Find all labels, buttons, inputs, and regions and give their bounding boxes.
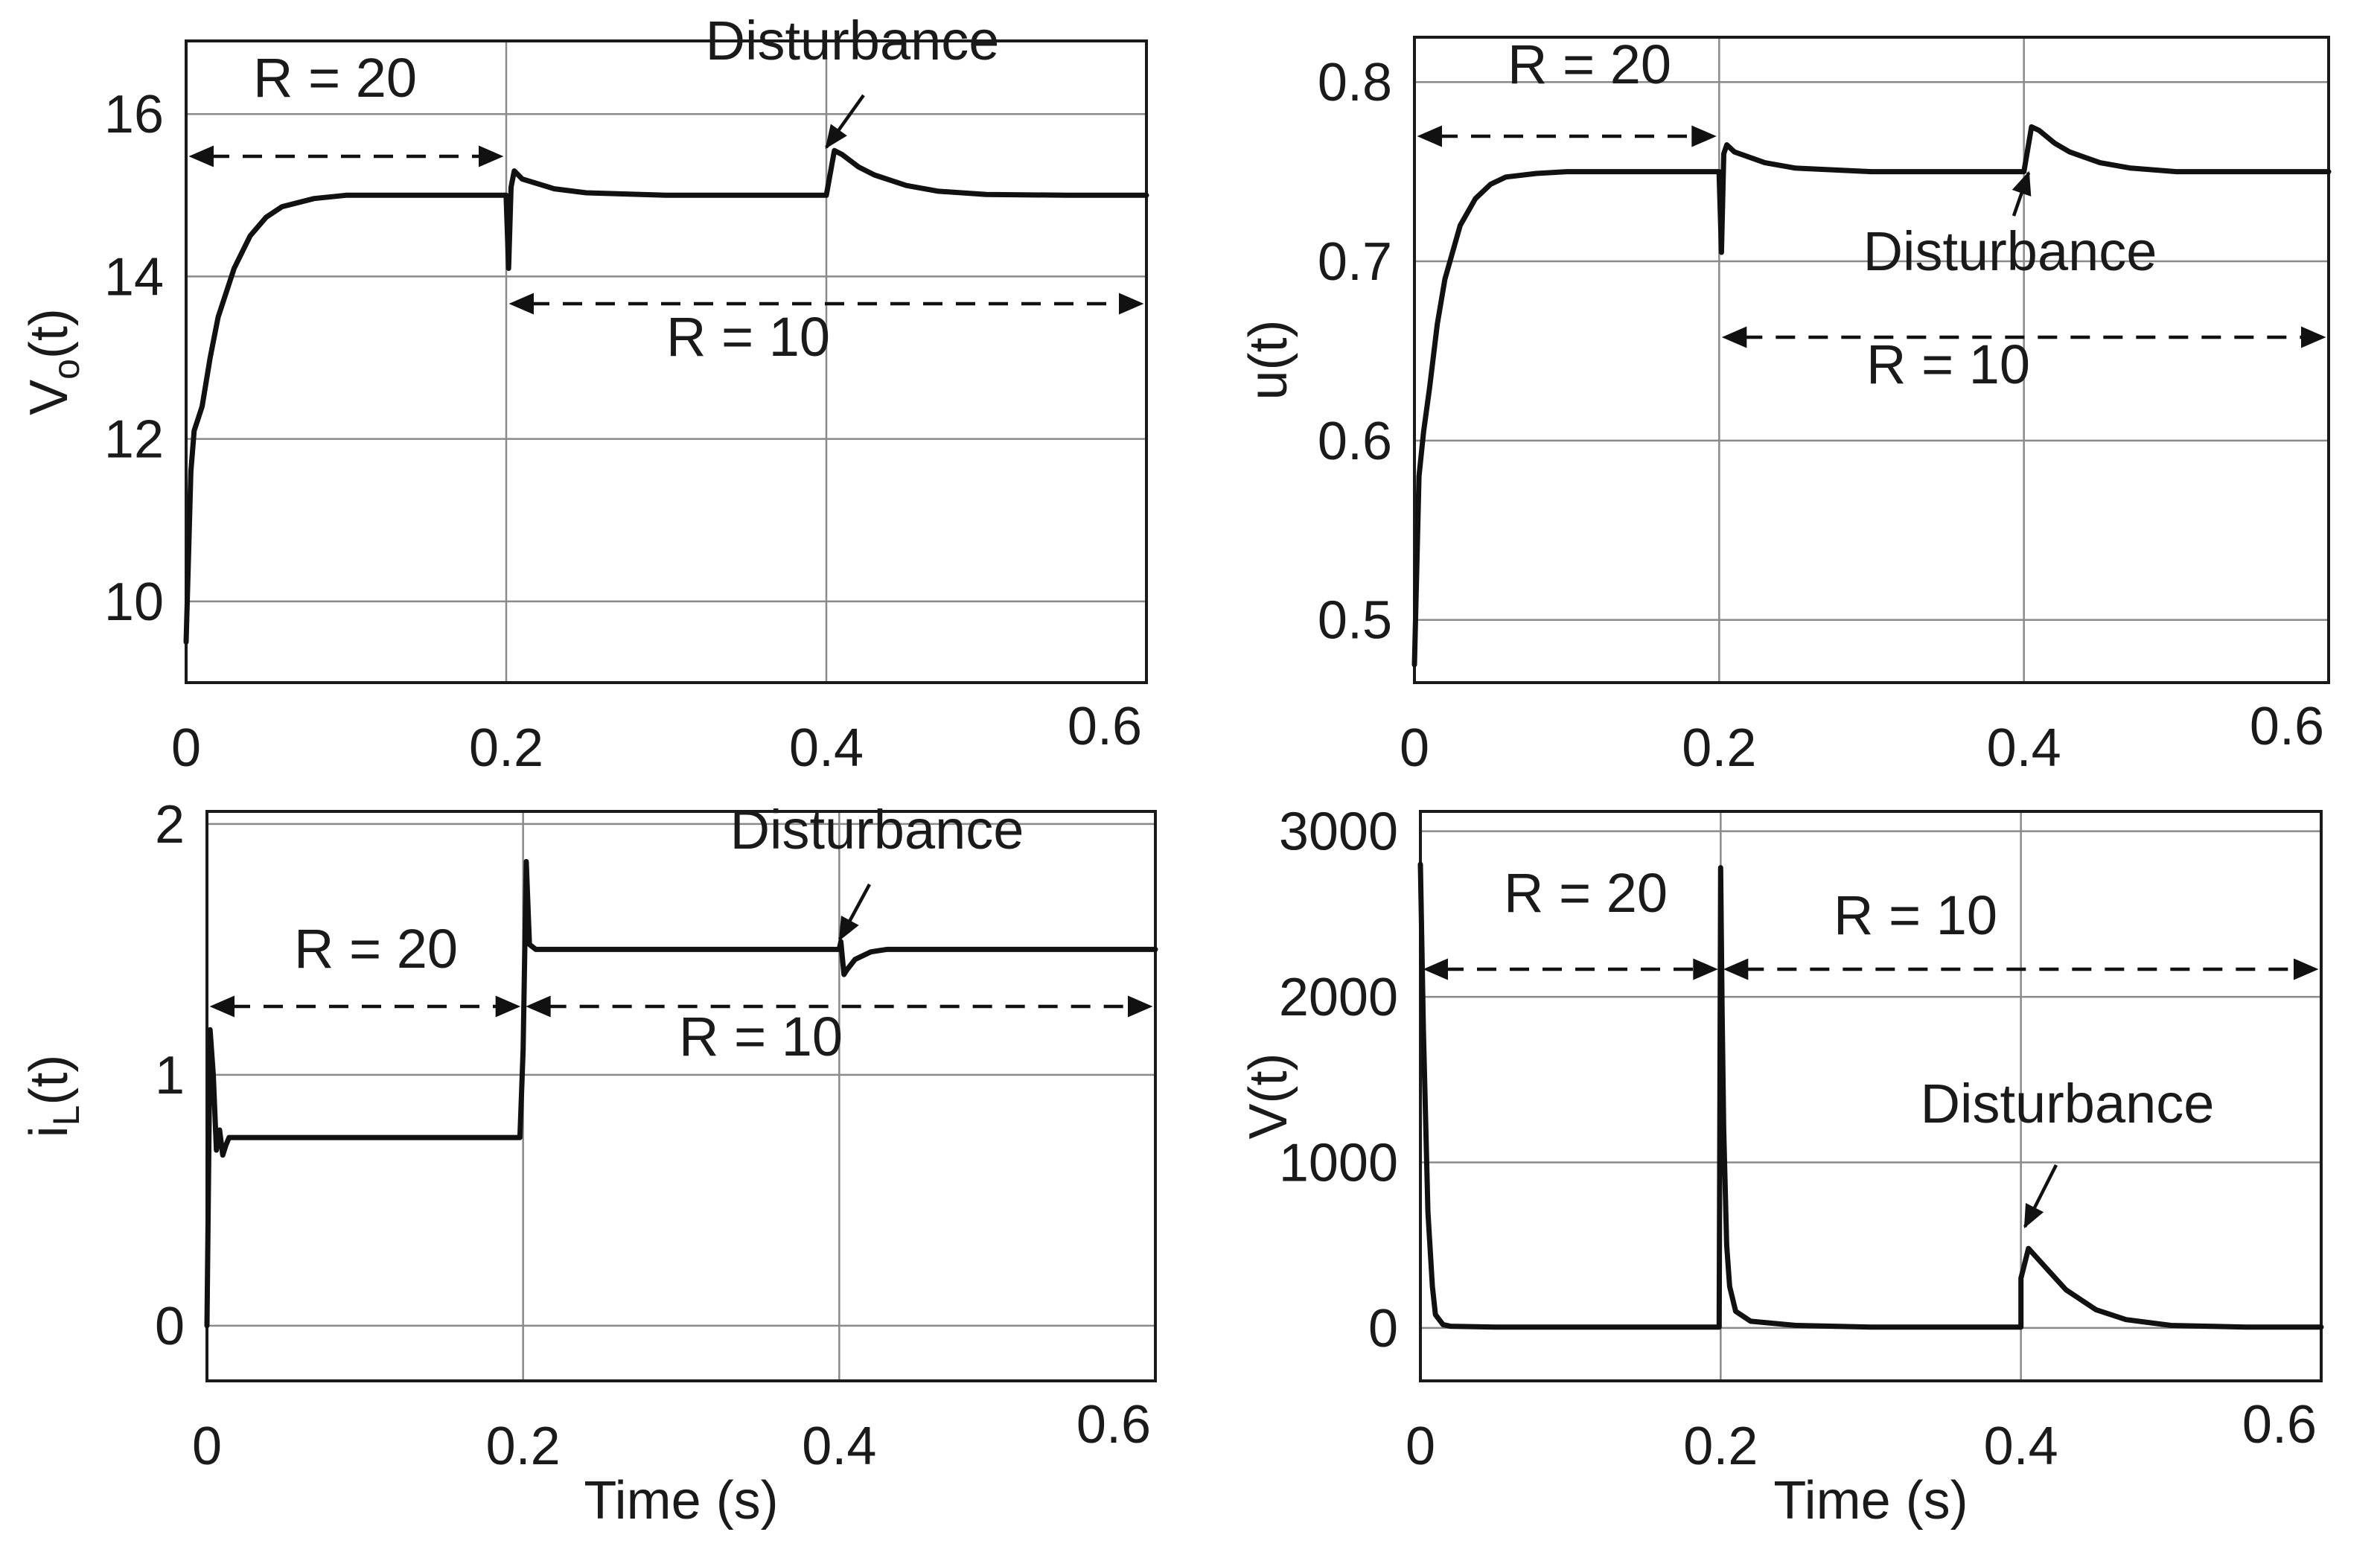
disturbance-label: Disturbance xyxy=(730,799,1024,861)
disturbance-arrowhead xyxy=(838,916,859,942)
y-tick-label: 0.5 xyxy=(1318,591,1392,651)
range-arrowhead xyxy=(1417,125,1442,147)
y-axis-label: iL(t) xyxy=(19,1055,87,1138)
chart-panel-top-left: 0 0.2 0.4 0.6 10 12 14 16 Vo(t) R = 20 R = 10 Distu… xyxy=(19,10,1149,778)
range-arrowhead xyxy=(2301,326,2326,348)
y-tick-label: 1000 xyxy=(1279,1133,1398,1193)
range-arrowhead xyxy=(2294,958,2319,980)
y-tick-label: 14 xyxy=(104,247,164,307)
x-tick-label: 0.2 xyxy=(469,718,543,778)
y-tick-label: 0.6 xyxy=(1318,412,1392,471)
y-tick-label: 3000 xyxy=(1279,802,1398,862)
range-arrowhead xyxy=(479,145,504,167)
range-arrowhead xyxy=(209,995,235,1018)
range-label: R = 10 xyxy=(679,1006,843,1067)
range-label: R = 10 xyxy=(666,306,830,368)
y-tick-label: 16 xyxy=(104,85,164,144)
plot-frame xyxy=(1419,810,2323,1382)
plot-frame xyxy=(205,810,1157,1382)
x-tick-label: 0 xyxy=(1400,718,1429,778)
y-tick-label: 0.8 xyxy=(1318,53,1392,112)
range-label: R = 10 xyxy=(1834,884,1997,946)
x-tick-label: 0 xyxy=(1406,1417,1435,1476)
y-tick-label: 2 xyxy=(155,795,185,855)
x-tick-label: 0.4 xyxy=(789,718,864,778)
series-line xyxy=(204,858,1158,1329)
disturbance-arrowhead xyxy=(2011,170,2032,197)
x-tick-label: 0.2 xyxy=(1683,1417,1758,1476)
x-tick-label: 0.6 xyxy=(1076,1395,1151,1455)
range-label: R = 10 xyxy=(1866,333,2030,395)
x-tick-label: 0.4 xyxy=(802,1417,876,1476)
x-tick-label: 0.6 xyxy=(2250,697,2324,756)
range-arrowhead xyxy=(508,293,534,315)
x-axis-label: Time (s) xyxy=(1773,1471,1968,1531)
range-arrowhead xyxy=(495,995,521,1018)
disturbance-arrowhead xyxy=(825,124,847,150)
x-tick-label: 0.4 xyxy=(1984,1417,2058,1476)
y-tick-label: 12 xyxy=(104,410,164,470)
range-label: R = 20 xyxy=(1508,33,1671,95)
series-line xyxy=(183,147,1149,645)
x-tick-label: 0.2 xyxy=(1682,718,1756,778)
x-tick-label: 0.6 xyxy=(1068,697,1142,756)
range-arrowhead xyxy=(1691,125,1717,147)
x-tick-label: 0.6 xyxy=(2242,1395,2317,1455)
y-tick-label: 10 xyxy=(104,572,164,632)
x-tick-label: 0 xyxy=(192,1417,222,1476)
range-label: R = 20 xyxy=(253,47,417,109)
range-arrowhead xyxy=(1423,958,1448,980)
range-arrowhead xyxy=(1128,995,1153,1018)
y-axis-label: u(t) xyxy=(1239,320,1298,400)
range-arrowhead xyxy=(1721,326,1747,348)
y-axis-label: Vo(t) xyxy=(19,308,87,415)
range-label: R = 20 xyxy=(294,918,458,980)
x-tick-label: 0.4 xyxy=(1987,718,2061,778)
series-line xyxy=(1411,124,2332,668)
range-label: R = 20 xyxy=(1504,862,1668,924)
range-arrowhead xyxy=(188,145,214,167)
y-tick-label: 0 xyxy=(155,1297,185,1356)
y-tick-label: 0 xyxy=(1368,1299,1398,1359)
x-tick-label: 0.2 xyxy=(486,1417,561,1476)
range-arrowhead xyxy=(1119,293,1144,315)
disturbance-arrowhead xyxy=(2023,1203,2044,1229)
y-axis-label: V(t) xyxy=(1239,1053,1298,1140)
disturbance-label: Disturbance xyxy=(1863,220,2157,282)
y-tick-label: 0.7 xyxy=(1318,232,1392,292)
x-axis-label: Time (s) xyxy=(584,1471,778,1531)
x-tick-label: 0 xyxy=(171,718,201,778)
disturbance-label: Disturbance xyxy=(706,10,1000,71)
series-line xyxy=(1417,861,2324,1330)
plot-frame xyxy=(1413,36,2330,684)
chart-panel-bottom-right: 0 0.2 0.4 0.6 0 1000 2000 3000 V(t) Time (s) R = 2… xyxy=(1239,802,2324,1531)
range-arrowhead xyxy=(526,995,551,1018)
plot-frame xyxy=(185,39,1148,684)
range-arrowhead xyxy=(1723,958,1749,980)
disturbance-label: Disturbance xyxy=(1921,1073,2215,1134)
y-tick-label: 1 xyxy=(155,1046,185,1105)
chart-panel-top-right: 0 0.2 0.4 0.6 0.5 0.6 0.7 0.8 u(t) R = 20 R = 10 Di… xyxy=(1239,33,2332,778)
y-tick-label: 2000 xyxy=(1279,968,1398,1027)
range-arrowhead xyxy=(1693,958,1718,980)
chart-panel-bottom-left: 0 0.2 0.4 0.6 0 1 2 iL(t) Time (s) R = 20 R = 10 Di… xyxy=(19,795,1158,1531)
